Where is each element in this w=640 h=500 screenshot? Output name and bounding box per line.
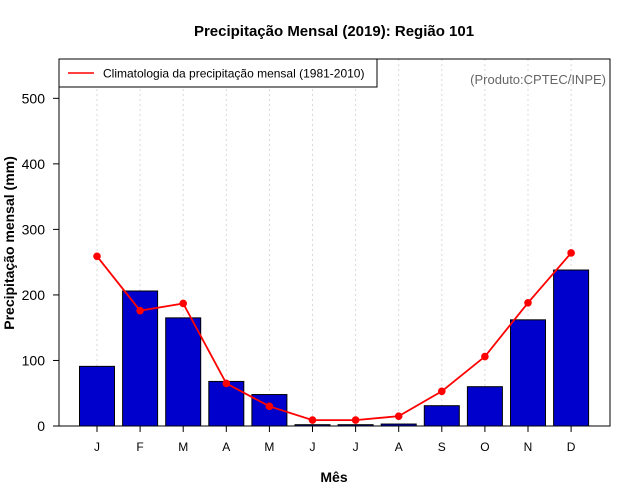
y-tick-label: 400 [22,156,46,172]
y-tick-label: 200 [22,287,46,303]
bar-3 [208,380,245,427]
x-tick-label: J [353,440,359,454]
x-axis-title: Mês [320,469,347,485]
y-tick-label: 300 [22,221,46,237]
bar-11 [553,269,590,427]
x-tick-label: A [222,440,230,454]
climatology-point-9 [481,352,489,361]
climatology-point-1 [136,306,144,315]
climatology-point-10 [524,298,532,307]
x-tick-label: J [94,440,100,454]
bar-series [79,269,590,427]
y-axis-title: Precipitação mensal (mm) [1,156,17,330]
legend-box [58,58,378,88]
y-tick-label: 0 [37,418,45,434]
climatology-series [93,249,575,424]
climatology-point-6 [351,416,360,424]
climatology-point-8 [438,387,446,396]
climatology-line [96,252,572,422]
climatology-point-11 [567,249,575,257]
climatology-point-2 [179,299,187,308]
bar-8 [423,405,460,427]
x-tick-label: A [395,440,403,454]
legend: Climatologia da precipitação mensal (198… [58,58,378,88]
credit-label: (Produto:CPTEC/INPE) [470,72,606,87]
x-tick-label: M [178,440,188,454]
bar-9 [466,386,503,427]
climatology-point-0 [93,252,101,261]
y-tick-label: 100 [22,352,46,368]
climatology-point-4 [265,402,274,411]
climatology-point-5 [308,416,317,424]
x-tick-label: J [310,440,316,454]
legend-label-climatology: Climatologia da precipitação mensal (198… [103,67,364,81]
y-axis: 0 100 200 300 400 500 [22,90,59,434]
bar-2 [165,317,202,427]
x-tick-label: O [480,440,489,454]
bar-0 [79,365,115,427]
x-tick-label: N [524,440,533,454]
x-tick-label: D [567,440,576,454]
climatology-point-7 [394,412,403,420]
x-tick-label: F [136,440,143,454]
chart-title: Precipitação Mensal (2019): Região 101 [194,23,474,40]
x-tick-label: M [264,440,274,454]
x-tick-label: S [438,440,446,454]
bar-10 [510,319,546,427]
climatology-point-3 [222,379,231,388]
y-tick-label: 500 [22,90,46,106]
